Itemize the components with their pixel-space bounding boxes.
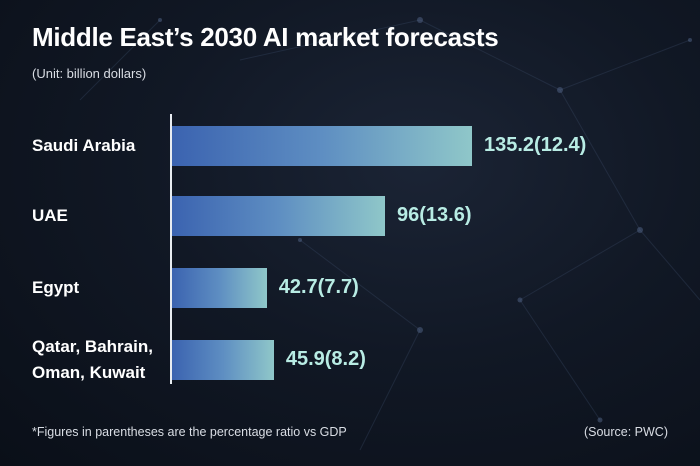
category-label: Egypt bbox=[32, 275, 167, 301]
category-label: Saudi Arabia bbox=[32, 133, 167, 159]
source-note: (Source: PWC) bbox=[583, 425, 668, 439]
bar bbox=[172, 126, 472, 166]
category-label: UAE bbox=[32, 203, 167, 229]
chart-subtitle: (Unit: billion dollars) bbox=[32, 66, 147, 81]
category-label-line: Egypt bbox=[32, 278, 80, 297]
footnote: *Figures in parentheses are the percenta… bbox=[32, 425, 347, 439]
category-label-line: UAE bbox=[32, 206, 68, 225]
y-axis-line bbox=[170, 114, 172, 384]
category-label-line: Saudi Arabia bbox=[32, 136, 136, 155]
category-label-line: Qatar, Bahrain, bbox=[32, 337, 153, 356]
chart-title: Middle East’s 2030 AI market forecasts bbox=[32, 22, 499, 52]
bar bbox=[172, 196, 386, 236]
category-label: Qatar, Bahrain, Oman, Kuwait bbox=[32, 334, 167, 386]
data-label: 135.2(12.4) bbox=[484, 134, 587, 156]
data-label: 45.9(8.2) bbox=[285, 348, 366, 370]
bar bbox=[172, 268, 267, 308]
data-label: 42.7(7.7) bbox=[278, 276, 359, 298]
bar bbox=[172, 340, 274, 380]
data-label: 96(13.6) bbox=[397, 204, 472, 226]
category-label-line: Oman, Kuwait bbox=[32, 363, 146, 382]
